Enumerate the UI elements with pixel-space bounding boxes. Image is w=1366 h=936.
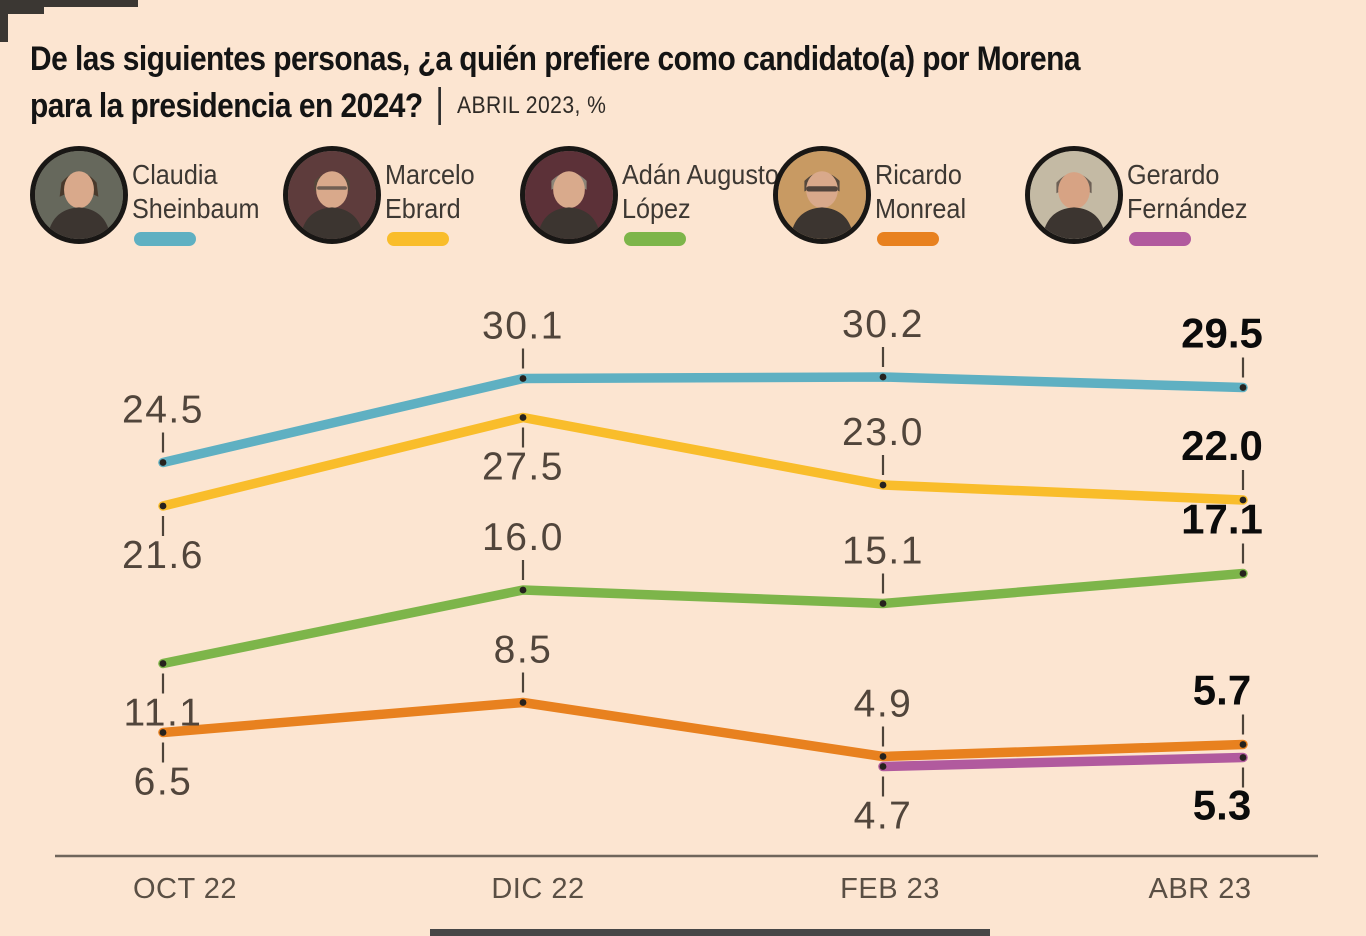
title-divider (438, 87, 442, 126)
value-label-marcelo-ebrard: 27.5 (482, 446, 564, 489)
value-label-claudia-sheinbaum: 30.2 (842, 303, 924, 346)
legend-name: Ricardo Monreal (875, 159, 967, 225)
series-line-ricardo-monreal (158, 697, 1248, 762)
data-point-marcelo-ebrard (879, 481, 887, 489)
avatar-claudia-sheinbaum (30, 146, 128, 244)
data-point-ricardo-monreal (879, 753, 887, 760)
data-point-gerardo-fern-ndez (879, 763, 887, 770)
legend-color-swatch (624, 232, 686, 246)
video-frame-artifact (0, 0, 44, 14)
avatar-ricardo-monreal (773, 146, 871, 244)
data-point-claudia-sheinbaum (879, 373, 887, 381)
value-label-ricardo-monreal: 8.5 (494, 629, 553, 672)
data-point-claudia-sheinbaum (159, 459, 167, 466)
value-label-marcelo-ebrard: 21.6 (122, 534, 204, 577)
data-point-claudia-sheinbaum (519, 375, 527, 382)
video-frame-artifact (0, 0, 8, 42)
chart-title-line2: para la presidencia en 2024? (30, 86, 423, 125)
x-axis-label: FEB 23 (840, 873, 940, 905)
data-point-marcelo-ebrard (519, 414, 527, 421)
avatar-adan-augusto-lopez (520, 146, 618, 244)
value-label-ricardo-monreal: 5.7 (1193, 667, 1251, 714)
value-label-ricardo-monreal: 4.9 (854, 683, 913, 726)
data-point-gerardo-fern-ndez (1239, 754, 1247, 761)
data-point-ad-n-augusto-l-pez (159, 660, 167, 667)
data-point-marcelo-ebrard (1239, 496, 1247, 504)
value-label-gerardo-fern-ndez: 5.3 (1193, 782, 1251, 829)
x-axis-label: DIC 22 (491, 873, 584, 905)
video-frame-artifact (0, 0, 138, 7)
value-label-gerardo-fern-ndez: 4.7 (854, 795, 913, 838)
series-line-marcelo-ebrard (158, 412, 1248, 511)
data-point-ricardo-monreal (1239, 741, 1247, 748)
value-label-claudia-sheinbaum: 29.5 (1181, 310, 1263, 357)
chart-header: De las siguientes personas, ¿a quién pre… (30, 36, 1350, 130)
avatar-gerardo-fernandez (1025, 146, 1123, 244)
data-point-ricardo-monreal (159, 729, 167, 736)
data-point-ricardo-monreal (519, 699, 527, 706)
legend-color-swatch (387, 232, 449, 246)
value-label-ricardo-monreal: 6.5 (134, 761, 193, 804)
value-label-marcelo-ebrard: 23.0 (842, 411, 924, 454)
x-axis-label: OCT 22 (133, 873, 237, 905)
series-line-ad-n-augusto-l-pez (158, 568, 1248, 669)
legend-name: Marcelo Ebrard (385, 159, 475, 225)
avatar-marcelo-ebrard (283, 146, 381, 244)
series-line-claudia-sheinbaum (158, 372, 1248, 468)
legend-name: Claudia Sheinbaum (132, 159, 260, 225)
legend-name: Gerardo Fernández (1127, 159, 1248, 225)
series-line-gerardo-fern-ndez (878, 752, 1248, 772)
chart-subtitle: ABRIL 2023, % (456, 92, 607, 120)
legend-color-swatch (1129, 232, 1191, 246)
legend-color-swatch (134, 232, 196, 246)
value-label-ad-n-augusto-l-pez: 16.0 (482, 516, 564, 559)
legend-name: Adán Augusto López (622, 159, 779, 225)
value-label-claudia-sheinbaum: 24.5 (122, 389, 204, 432)
data-point-ad-n-augusto-l-pez (519, 586, 527, 594)
chart-title-line1: De las siguientes personas, ¿a quién pre… (30, 40, 1080, 78)
x-axis-label: ABR 23 (1149, 873, 1252, 905)
data-point-marcelo-ebrard (159, 502, 167, 510)
data-point-claudia-sheinbaum (1239, 384, 1247, 391)
legend-color-swatch (877, 232, 939, 246)
video-scrubber-artifact (430, 929, 990, 936)
value-label-ad-n-augusto-l-pez: 11.1 (123, 692, 202, 735)
data-point-ad-n-augusto-l-pez (1239, 570, 1247, 577)
value-label-claudia-sheinbaum: 30.1 (482, 305, 564, 348)
value-label-ad-n-augusto-l-pez: 15.1 (842, 530, 924, 573)
data-point-ad-n-augusto-l-pez (879, 600, 887, 607)
value-label-marcelo-ebrard: 22.0 (1181, 422, 1263, 469)
